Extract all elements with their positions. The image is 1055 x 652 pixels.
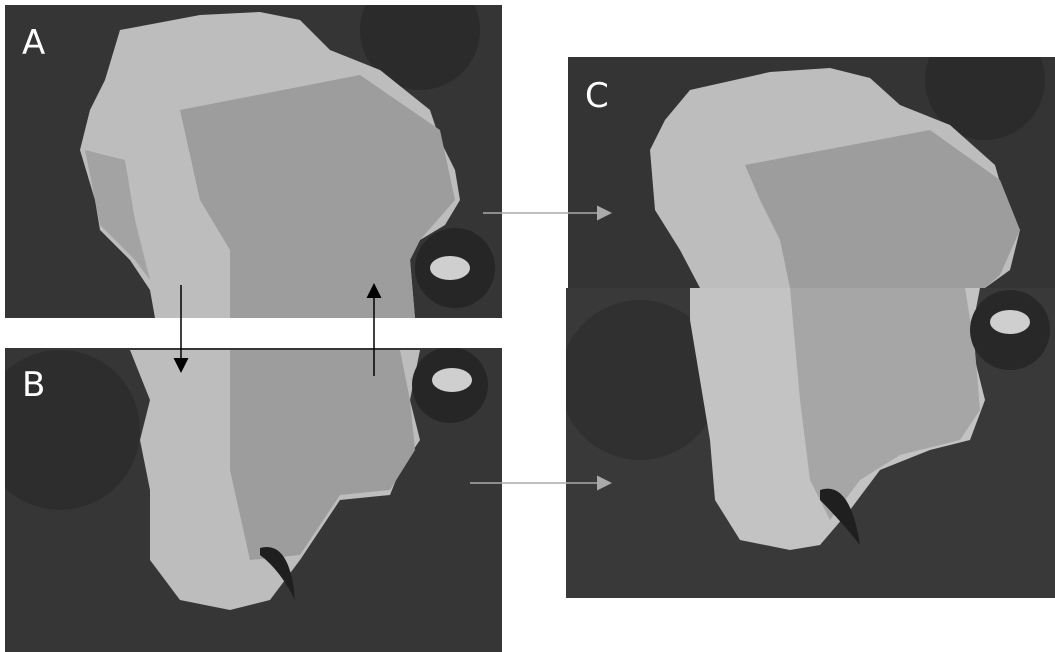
panel-label: A bbox=[22, 23, 45, 63]
panel-label: B bbox=[22, 365, 45, 405]
panel-b-image bbox=[0, 347, 502, 652]
figure: A B C bbox=[0, 0, 1055, 652]
panel-c-image-top bbox=[568, 20, 1055, 288]
panel-label: C bbox=[585, 76, 609, 116]
panel-a-image bbox=[5, 0, 502, 318]
panel-c-image-bottom bbox=[560, 288, 1055, 598]
